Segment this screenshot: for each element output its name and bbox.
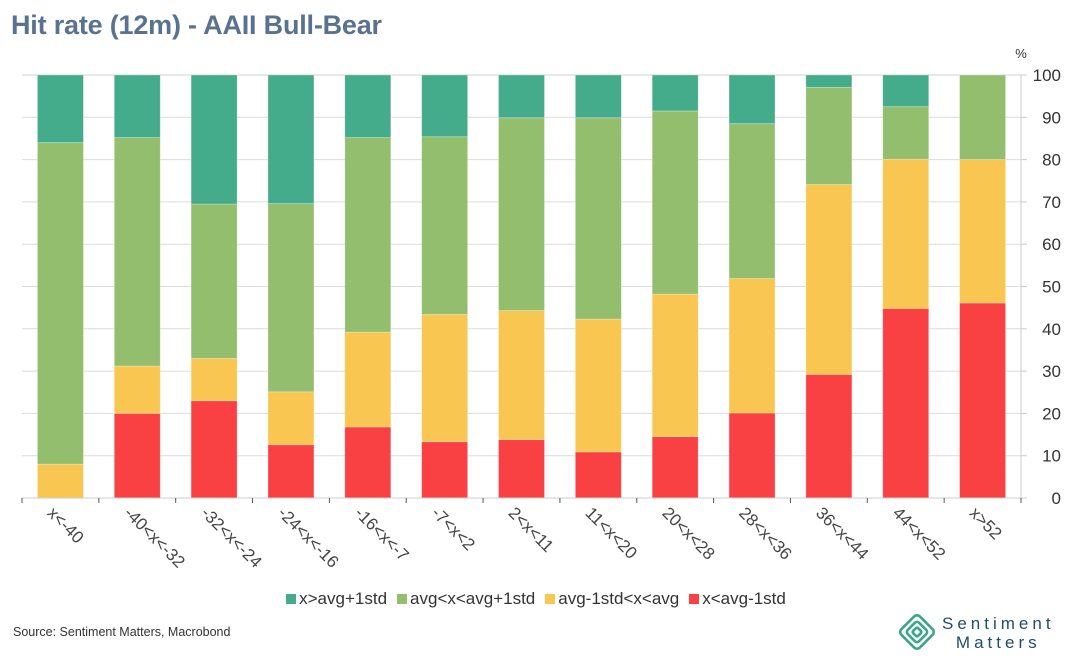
bar-segment xyxy=(37,142,84,465)
bar-segment xyxy=(651,74,699,112)
bar-segment xyxy=(421,441,469,499)
bar-segment xyxy=(421,136,469,315)
x-tick-label: 11<x<20 xyxy=(582,503,641,562)
bar-segment xyxy=(344,74,392,139)
bar-segment xyxy=(728,74,776,125)
bar-segment xyxy=(882,308,930,499)
bar-segment xyxy=(498,310,545,441)
bar-segment xyxy=(267,444,315,499)
x-tick-label: 44<x<52 xyxy=(889,503,949,563)
bar-segment xyxy=(344,331,392,428)
x-axis: x<-40 -40<x<-32 -32<x<-24 -24<x<-16 -16<x<-7… xyxy=(21,497,1022,572)
bar-segment xyxy=(498,439,545,499)
x-tick-label: 28<x<36 xyxy=(735,503,795,563)
bar-segment xyxy=(574,117,622,320)
legend-label: avg-1std<x<avg xyxy=(558,589,680,608)
legend-item: avg-1std<x<avg xyxy=(545,589,679,609)
bar-segment xyxy=(190,400,238,499)
x-tick-label: -7<x<2 xyxy=(428,503,479,554)
legend-swatch xyxy=(397,594,408,604)
y-tick-label: 100 xyxy=(1033,66,1061,85)
bar-segment xyxy=(190,203,238,359)
x-tick-label: -24<x<-16 xyxy=(274,503,342,571)
legend-swatch xyxy=(545,594,556,604)
bar-segment xyxy=(728,412,776,499)
bar-segment xyxy=(37,463,84,499)
bar-segment xyxy=(882,106,930,160)
bar-segment xyxy=(728,123,776,279)
bar-segment xyxy=(267,203,315,393)
bar-segment xyxy=(190,74,238,205)
bar-segment xyxy=(805,374,853,499)
bar-segment xyxy=(959,302,1006,499)
bars xyxy=(37,74,1006,499)
y-tick-label: 40 xyxy=(1042,320,1061,339)
y-tick-label: 0 xyxy=(1052,489,1061,508)
y-tick-label: 30 xyxy=(1042,362,1061,381)
bar-segment xyxy=(113,137,161,367)
logo-text-line1: Sentiment xyxy=(942,614,1055,633)
logo-text-line2: Matters xyxy=(955,633,1041,652)
y-tick-label: 50 xyxy=(1042,278,1061,297)
bar-segment xyxy=(113,74,161,139)
legend-label: x>avg+1std xyxy=(299,589,388,608)
sentiment-matters-logo: Sentiment Matters xyxy=(896,612,1066,654)
y-tick-label: 10 xyxy=(1042,447,1061,466)
bar-segment xyxy=(574,451,622,499)
y-tick-label: 60 xyxy=(1042,235,1061,254)
bar-segment xyxy=(498,117,545,312)
bar-segment xyxy=(574,318,622,453)
x-tick-label: 2<x<11 xyxy=(505,503,558,556)
bar-segment xyxy=(190,358,238,402)
bar-segment xyxy=(37,74,84,144)
bar-segment xyxy=(651,436,699,499)
x-tick-label: -32<x<-24 xyxy=(197,503,265,571)
bar-segment xyxy=(651,293,699,438)
legend-label: x<avg-1std xyxy=(702,589,786,608)
legend-item: avg<x<avg+1std xyxy=(397,589,535,609)
bar-segment xyxy=(113,365,161,414)
y-axis-unit-label: % xyxy=(1015,46,1027,61)
legend-swatch xyxy=(689,594,700,604)
legend: x>avg+1std avg<x<avg+1std avg-1std<x<avg x<… xyxy=(0,589,1072,609)
bar-segment xyxy=(651,110,699,295)
x-tick-label: -40<x<-32 xyxy=(120,503,188,571)
bar-segment xyxy=(574,74,622,119)
bar-segment xyxy=(805,184,853,375)
chart-title: Hit rate (12m) - AAII Bull-Bear xyxy=(11,10,382,40)
legend-item: x<avg-1std xyxy=(689,589,786,609)
x-tick-label: -16<x<-7 xyxy=(351,503,413,565)
bar-segment xyxy=(421,314,469,443)
source-note: Source: Sentiment Matters, Macrobond xyxy=(13,625,231,639)
bar-segment xyxy=(421,74,469,138)
legend-swatch xyxy=(286,594,297,604)
bar-segment xyxy=(267,74,315,204)
bar-segment xyxy=(267,391,315,446)
bar-segment xyxy=(344,137,392,333)
x-tick-label: 20<x<28 xyxy=(658,503,718,563)
y-axis: 0 10 20 30 40 50 60 70 80 90 100% xyxy=(1015,46,1061,508)
x-tick-label: 36<x<44 xyxy=(812,503,872,563)
y-tick-label: 70 xyxy=(1042,193,1061,212)
legend-item: x>avg+1std xyxy=(286,589,387,609)
bar-segment xyxy=(728,278,776,414)
bar-segment xyxy=(959,159,1006,304)
x-tick-label: x>52 xyxy=(966,503,1006,543)
bar-segment xyxy=(344,426,392,499)
bar-segment xyxy=(805,74,853,88)
diamond-logo-icon xyxy=(898,613,936,651)
bar-segment xyxy=(882,158,930,309)
y-tick-label: 80 xyxy=(1042,151,1061,170)
y-tick-label: 20 xyxy=(1042,404,1061,423)
bar-segment xyxy=(113,412,161,499)
bar-segment xyxy=(959,74,1006,160)
bar-segment xyxy=(805,86,853,185)
bar-segment xyxy=(882,74,930,108)
legend-label: avg<x<avg+1std xyxy=(410,589,536,608)
y-tick-label: 90 xyxy=(1042,108,1061,127)
x-tick-label: x<-40 xyxy=(44,503,88,547)
bar-segment xyxy=(498,74,545,119)
